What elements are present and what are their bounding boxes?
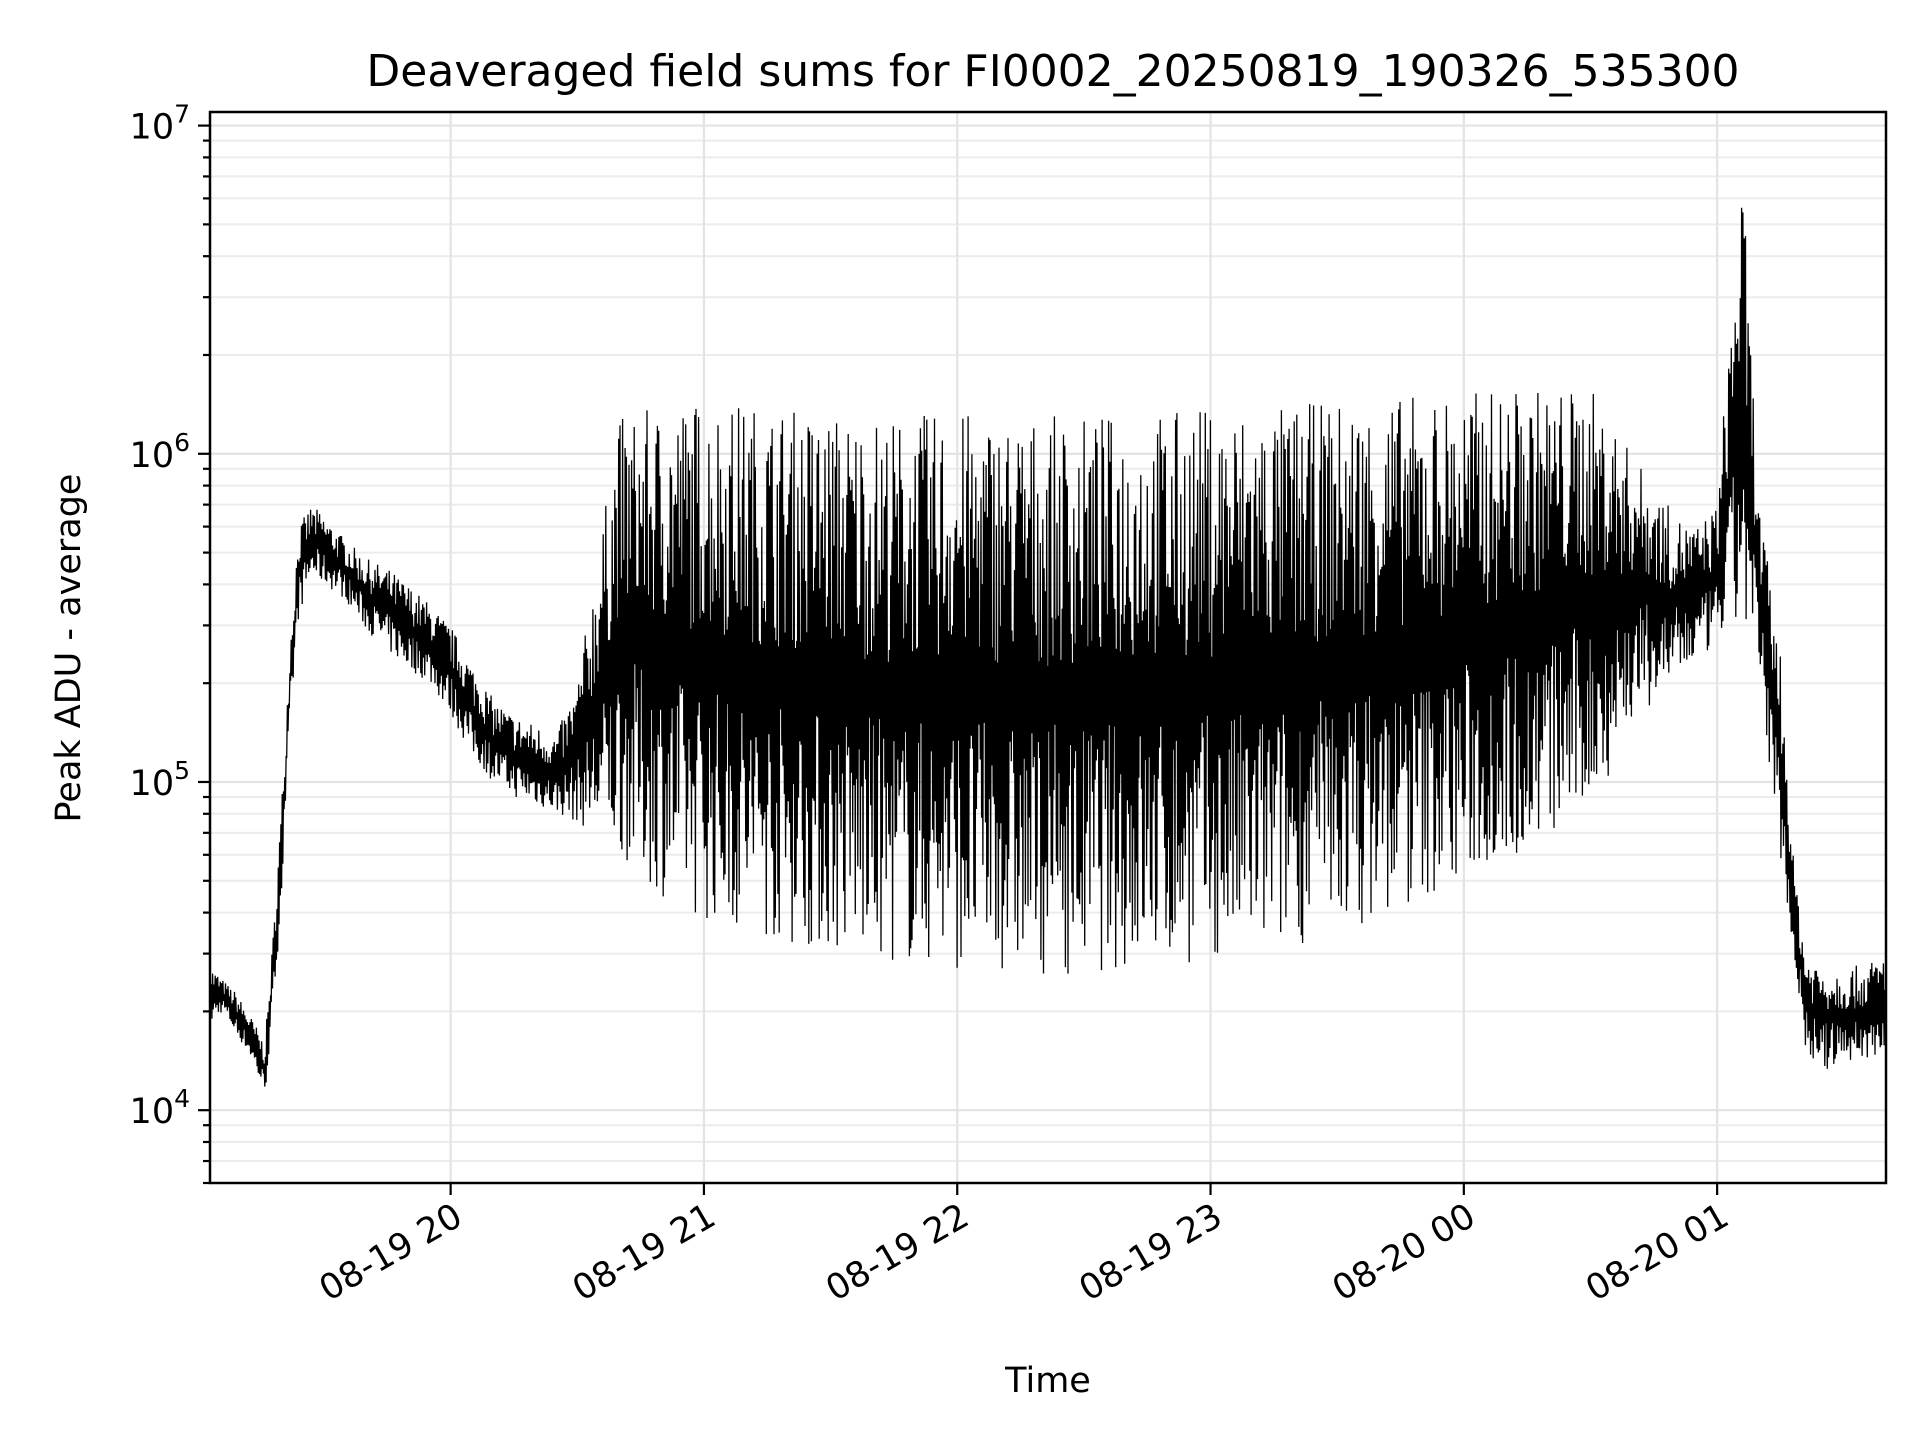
x-tick-label: 08-19 20 (313, 1196, 469, 1309)
y-tick-label: 106 (130, 428, 190, 476)
y-axis: 104 105 106 107 (130, 100, 210, 1185)
x-tick-label: 08-19 21 (566, 1196, 722, 1309)
x-tick-label: 08-20 01 (1579, 1196, 1735, 1309)
y-tick-label: 105 (130, 756, 190, 804)
x-axis: 08-19 20 08-19 21 08-19 22 08-19 23 08-20 00… (313, 1183, 1736, 1309)
x-tick-label: 08-20 00 (1326, 1196, 1482, 1309)
plot-frame (208, 110, 1888, 1185)
x-tick-label: 08-19 22 (819, 1196, 975, 1309)
x-axis-label: Time (1004, 1361, 1091, 1401)
y-tick-label: 107 (130, 100, 190, 148)
x-tick-label: 08-19 23 (1073, 1196, 1229, 1309)
y-tick-label: 104 (130, 1084, 190, 1132)
y-axis-label: Peak ADU - average (49, 474, 89, 823)
chart-title: Deaveraged field sums for FI0002_2025081… (366, 46, 1739, 97)
series-line (209, 207, 1887, 1087)
